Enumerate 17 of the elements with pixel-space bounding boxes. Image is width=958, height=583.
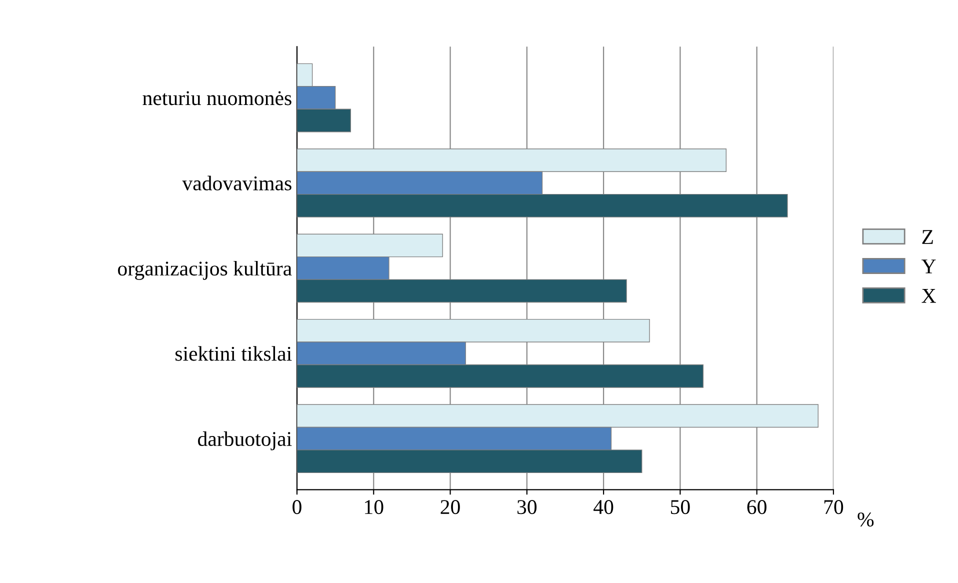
y-tick-label: organizacijos kultūra — [118, 260, 292, 280]
y-tick-label: neturiu nuomonės — [142, 91, 292, 106]
x-tick-label: 30 — [517, 500, 537, 514]
x-tick-label: 0 — [292, 500, 302, 514]
x-tick-label: 70 — [824, 500, 844, 514]
legend-label: X — [922, 289, 936, 303]
x-tick-label: 20 — [440, 500, 460, 514]
x-tick-label: 50 — [670, 500, 690, 514]
y-tick-label: vadovavimas — [182, 176, 292, 190]
x-tick-label: 60 — [747, 500, 766, 514]
legend-label: Y — [922, 260, 936, 274]
x-tick-label: 40 — [594, 500, 614, 514]
legend-label: Z — [922, 230, 933, 244]
y-tick-label: siektini tikslai — [176, 346, 292, 361]
x-tick-label: 10 — [365, 500, 384, 514]
y-tick-label: darbuotojai — [198, 431, 292, 450]
x-axis-title: % — [858, 512, 874, 527]
